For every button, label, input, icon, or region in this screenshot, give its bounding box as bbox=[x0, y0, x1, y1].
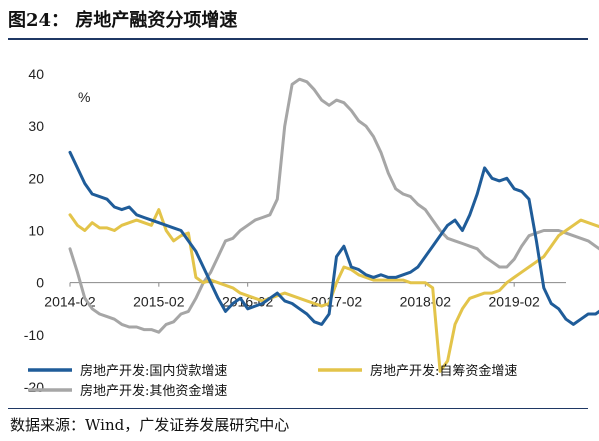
source-note: 数据来源：Wind，广发证券发展研究中心 bbox=[10, 416, 290, 434]
x-tick-label: 2019-02 bbox=[488, 294, 540, 310]
series-line-3 bbox=[68, 77, 599, 334]
y-axis-unit-label: % bbox=[78, 89, 90, 105]
x-tick-label: 2018-02 bbox=[400, 294, 452, 310]
series-line-2 bbox=[68, 208, 599, 373]
y-tick-label: -10 bbox=[24, 327, 44, 343]
y-tick-label: 40 bbox=[28, 66, 44, 82]
y-tick-label: 30 bbox=[28, 118, 44, 134]
series-group bbox=[68, 77, 599, 373]
y-tick-label: 10 bbox=[28, 223, 44, 239]
y-tick-label: -20 bbox=[24, 379, 44, 395]
x-tick-label: 2014-02 bbox=[44, 294, 96, 310]
x-tick-label: 2015-02 bbox=[133, 294, 185, 310]
title-rule bbox=[8, 38, 588, 40]
source-rule bbox=[8, 408, 588, 409]
y-tick-label: 20 bbox=[28, 170, 44, 186]
x-tick-label: 2017-02 bbox=[311, 294, 363, 310]
legend-label-1: 房地产开发:国内贷款增速 bbox=[80, 363, 227, 379]
legend-label-2: 房地产开发:自筹资金增速 bbox=[370, 363, 517, 379]
legend-label-3: 房地产开发:其他资金增速 bbox=[80, 383, 227, 399]
figure-title: 图24： 房地产融资分项增速 bbox=[8, 10, 238, 31]
y-tick-label: 0 bbox=[36, 275, 44, 291]
y-axis-ticks: -20 -10 0 10 20 30 40 bbox=[24, 66, 44, 395]
series-line-1 bbox=[68, 150, 599, 326]
